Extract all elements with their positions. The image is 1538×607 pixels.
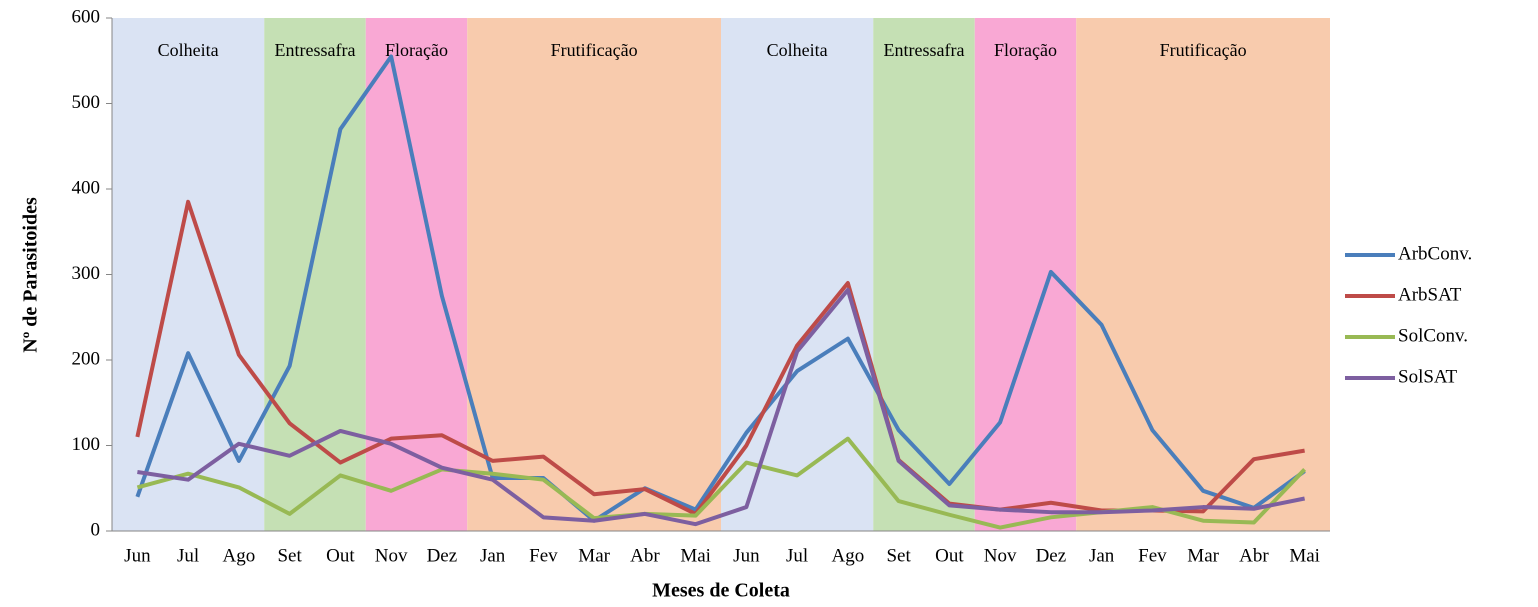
x-tick-label: Abr [1239,545,1269,566]
y-tick-label: 500 [72,92,101,113]
x-axis-title: Meses de Coleta [652,580,790,602]
x-tick-label: Nov [375,545,408,566]
phase-label: Frutificação [551,40,638,60]
y-tick-label: 600 [72,6,101,27]
phase-band [467,18,721,531]
series-line [135,54,1306,523]
x-tick-label: Abr [630,545,660,566]
x-tick-label: Out [326,545,355,566]
phase-label: Colheita [158,40,219,60]
series-line [137,287,1306,527]
x-tick-label: Dez [427,545,458,566]
x-tick-label: Ago [832,545,865,566]
legend-label: SolSAT [1398,366,1458,387]
phase-label: Entressafra [884,40,965,60]
y-tick-label: 100 [72,434,101,455]
x-tick-label: Fev [1138,545,1167,566]
phase-band [974,18,1077,531]
phase-label: Floração [385,40,448,60]
phase-band [873,18,975,531]
y-axis-title: Nº de Parasitoides [20,197,42,353]
x-tick-label: Jun [733,545,760,566]
x-tick-label: Mar [1187,545,1219,566]
legend-label: ArbConv. [1398,243,1472,264]
y-tick-label: 200 [72,348,101,369]
phase-band [721,18,874,531]
x-tick-label: Mai [1289,545,1320,566]
x-tick-label: Jun [124,545,151,566]
x-tick-label: Mai [680,545,711,566]
x-tick-label: Out [935,545,964,566]
x-tick-label: Jan [480,545,506,566]
phase-band [1076,18,1330,531]
phase-label: Floração [994,40,1057,60]
y-tick-label: 300 [72,263,101,284]
x-tick-label: Jan [1089,545,1115,566]
x-tick-label: Jul [786,545,808,566]
phase-label: Colheita [767,40,828,60]
x-tick-label: Fev [529,545,558,566]
legend-label: ArbSAT [1398,284,1462,305]
x-tick-label: Nov [984,545,1017,566]
x-tick-label: Set [886,545,911,566]
x-tick-label: Jul [177,545,199,566]
y-tick-label: 400 [72,177,101,198]
x-tick-label: Dez [1036,545,1067,566]
phase-label: Entressafra [275,40,356,60]
phase-label: Frutificação [1160,40,1247,60]
x-tick-label: Mar [578,545,610,566]
x-tick-label: Ago [223,545,256,566]
phase-band [365,18,468,531]
y-tick-label: 0 [91,519,101,540]
legend-label: SolConv. [1398,325,1468,346]
x-tick-label: Set [277,545,302,566]
